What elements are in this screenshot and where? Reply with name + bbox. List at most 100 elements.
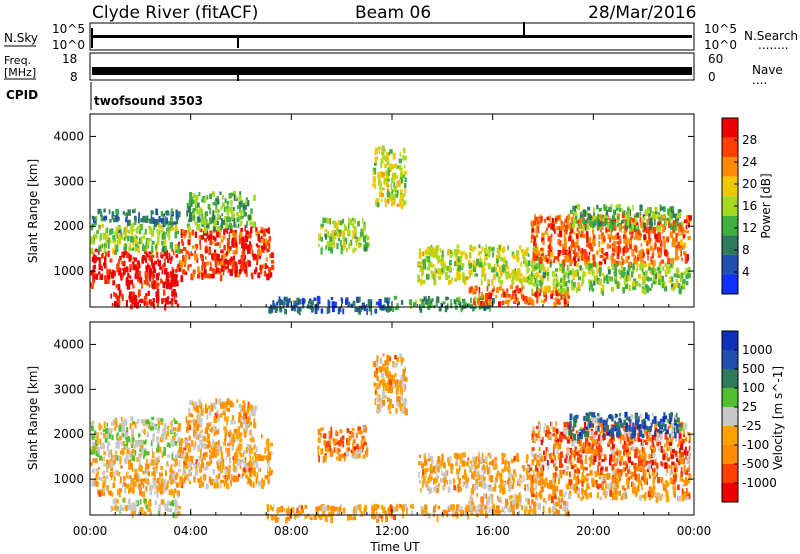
echo-cell xyxy=(187,206,192,213)
echo-cell xyxy=(238,237,243,244)
echo-cell xyxy=(437,275,441,280)
echo-cell xyxy=(620,256,623,261)
echo-cell xyxy=(673,213,677,218)
echo-cell xyxy=(169,221,173,225)
echo-cell xyxy=(99,477,103,481)
echo-cell xyxy=(678,287,682,295)
echo-cell xyxy=(509,284,514,289)
echo-cell xyxy=(427,295,431,301)
echo-cell xyxy=(268,274,272,279)
echo-cell xyxy=(265,238,267,246)
echo-cell xyxy=(517,289,520,294)
echo-cell xyxy=(221,213,223,217)
echo-cell xyxy=(199,475,202,480)
echo-cell xyxy=(612,209,616,217)
echo-cell xyxy=(638,253,641,259)
echo-cell xyxy=(114,469,118,475)
echo-cell xyxy=(387,156,390,162)
echo-cell xyxy=(562,261,565,267)
echo-cell xyxy=(498,496,502,501)
echo-cell xyxy=(183,478,186,483)
echo-cell xyxy=(617,216,619,220)
echo-cell xyxy=(457,485,460,493)
echo-cell xyxy=(139,228,142,235)
echo-cell xyxy=(129,475,132,479)
echo-cell xyxy=(330,516,334,524)
echo-cell xyxy=(157,236,160,242)
echo-cell xyxy=(117,489,120,496)
echo-cell xyxy=(138,454,141,462)
echo-cell xyxy=(260,455,264,462)
echo-cell xyxy=(301,505,303,510)
echo-cell xyxy=(509,505,513,512)
echo-cell xyxy=(209,239,213,246)
echo-cell xyxy=(628,255,630,260)
echo-cell xyxy=(144,467,147,474)
echo-cell xyxy=(174,231,177,239)
echo-cell xyxy=(145,249,148,257)
echo-cell xyxy=(444,305,448,313)
echo-cell xyxy=(310,307,314,313)
echo-cell xyxy=(596,204,599,210)
echo-cell xyxy=(242,417,246,425)
echo-cell xyxy=(146,301,149,308)
echo-cell xyxy=(629,244,633,250)
echo-cell xyxy=(158,425,160,432)
echo-cell xyxy=(593,275,597,282)
echo-cell xyxy=(254,458,257,463)
echo-cell xyxy=(389,149,393,154)
echo-cell xyxy=(686,230,690,234)
echo-cell xyxy=(252,460,256,466)
echo-cell xyxy=(625,225,629,230)
echo-cell xyxy=(508,273,511,279)
echo-cell xyxy=(188,252,191,260)
echo-cell xyxy=(555,283,559,288)
echo-cell xyxy=(613,221,616,226)
echo-cell xyxy=(219,413,223,418)
echo-cell xyxy=(449,259,452,266)
echo-cell xyxy=(557,233,560,237)
echo-cell xyxy=(675,216,678,222)
echo-cell xyxy=(502,258,506,264)
echo-cell xyxy=(500,294,504,298)
echo-cell xyxy=(131,209,134,213)
echo-cell xyxy=(234,223,237,228)
echo-cell xyxy=(619,262,622,267)
echo-cell xyxy=(574,270,578,277)
echo-cell xyxy=(484,466,486,473)
echo-cell xyxy=(334,506,338,512)
echo-cell xyxy=(441,470,443,476)
echo-cell xyxy=(144,246,148,252)
echo-cell xyxy=(97,446,101,454)
echo-cell xyxy=(505,260,508,268)
echo-cell xyxy=(421,301,423,306)
echo-cell xyxy=(572,287,575,291)
echo-cell xyxy=(613,271,617,276)
echo-cell xyxy=(171,276,174,283)
echo-cell xyxy=(194,401,197,408)
echo-cell xyxy=(143,232,145,240)
echo-cell xyxy=(235,452,238,460)
echo-cell xyxy=(218,399,222,404)
echo-cell xyxy=(179,452,182,459)
nsearch-label: N.Search xyxy=(744,29,798,43)
echo-cell xyxy=(522,465,525,472)
echo-cell xyxy=(581,254,584,261)
echo-cell xyxy=(599,226,602,233)
echo-cell xyxy=(137,475,141,479)
echo-cell xyxy=(541,232,545,238)
echo-cell xyxy=(103,263,106,269)
echo-cell xyxy=(479,457,483,463)
echo-cell xyxy=(524,276,527,283)
echo-cell xyxy=(412,302,416,307)
echo-cell xyxy=(488,475,491,481)
echo-cell xyxy=(94,216,97,221)
echo-cell xyxy=(547,245,551,250)
echo-cell xyxy=(445,468,447,475)
echo-cell xyxy=(537,294,540,298)
echo-cell xyxy=(187,455,190,462)
echo-cell xyxy=(470,460,472,464)
echo-cell xyxy=(425,273,429,280)
y-tick-label: 1000 xyxy=(53,264,84,278)
echo-cell xyxy=(481,474,483,482)
